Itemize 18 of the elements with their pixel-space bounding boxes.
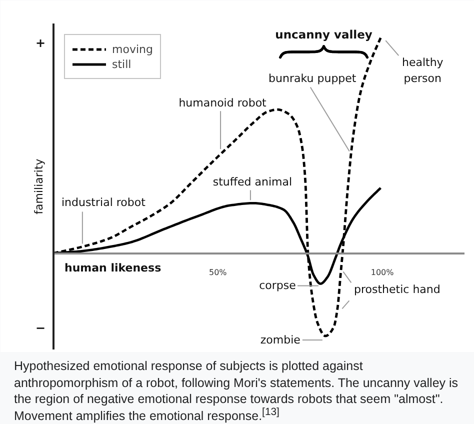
- text: Hypothesized emotional response of subjects is plotted against anthropomorphism of a robot, following Mori's statements. The uncanny valley is the region of negative emotional response towards robots that seem "almost". Movement amplifies the emotional response.$^{[13]}$: [14, 358, 460, 424]
- annotation: bunraku puppet: [268, 72, 357, 85]
- legend-label: moving: [112, 42, 153, 56]
- text: +: [35, 36, 46, 50]
- annotation: corpse: [259, 279, 296, 292]
- x-axis-title: human likeness: [64, 262, 162, 275]
- annotation: prosthetic hand: [354, 283, 440, 296]
- annotation: healthy person: [402, 56, 444, 85]
- annotation: humanoid robot: [178, 96, 268, 110]
- x-tick-label: 100%: [370, 268, 394, 278]
- annotation: zombie: [260, 333, 301, 346]
- x-tick-label: 50%: [209, 268, 228, 278]
- annotation: industrial robot: [61, 196, 146, 210]
- annotation: uncanny valley: [275, 27, 373, 42]
- annotation: stuffed animal: [212, 176, 292, 189]
- legend-label: still: [112, 57, 132, 71]
- text: −: [35, 321, 46, 335]
- y-axis-title: familiarity: [32, 158, 46, 214]
